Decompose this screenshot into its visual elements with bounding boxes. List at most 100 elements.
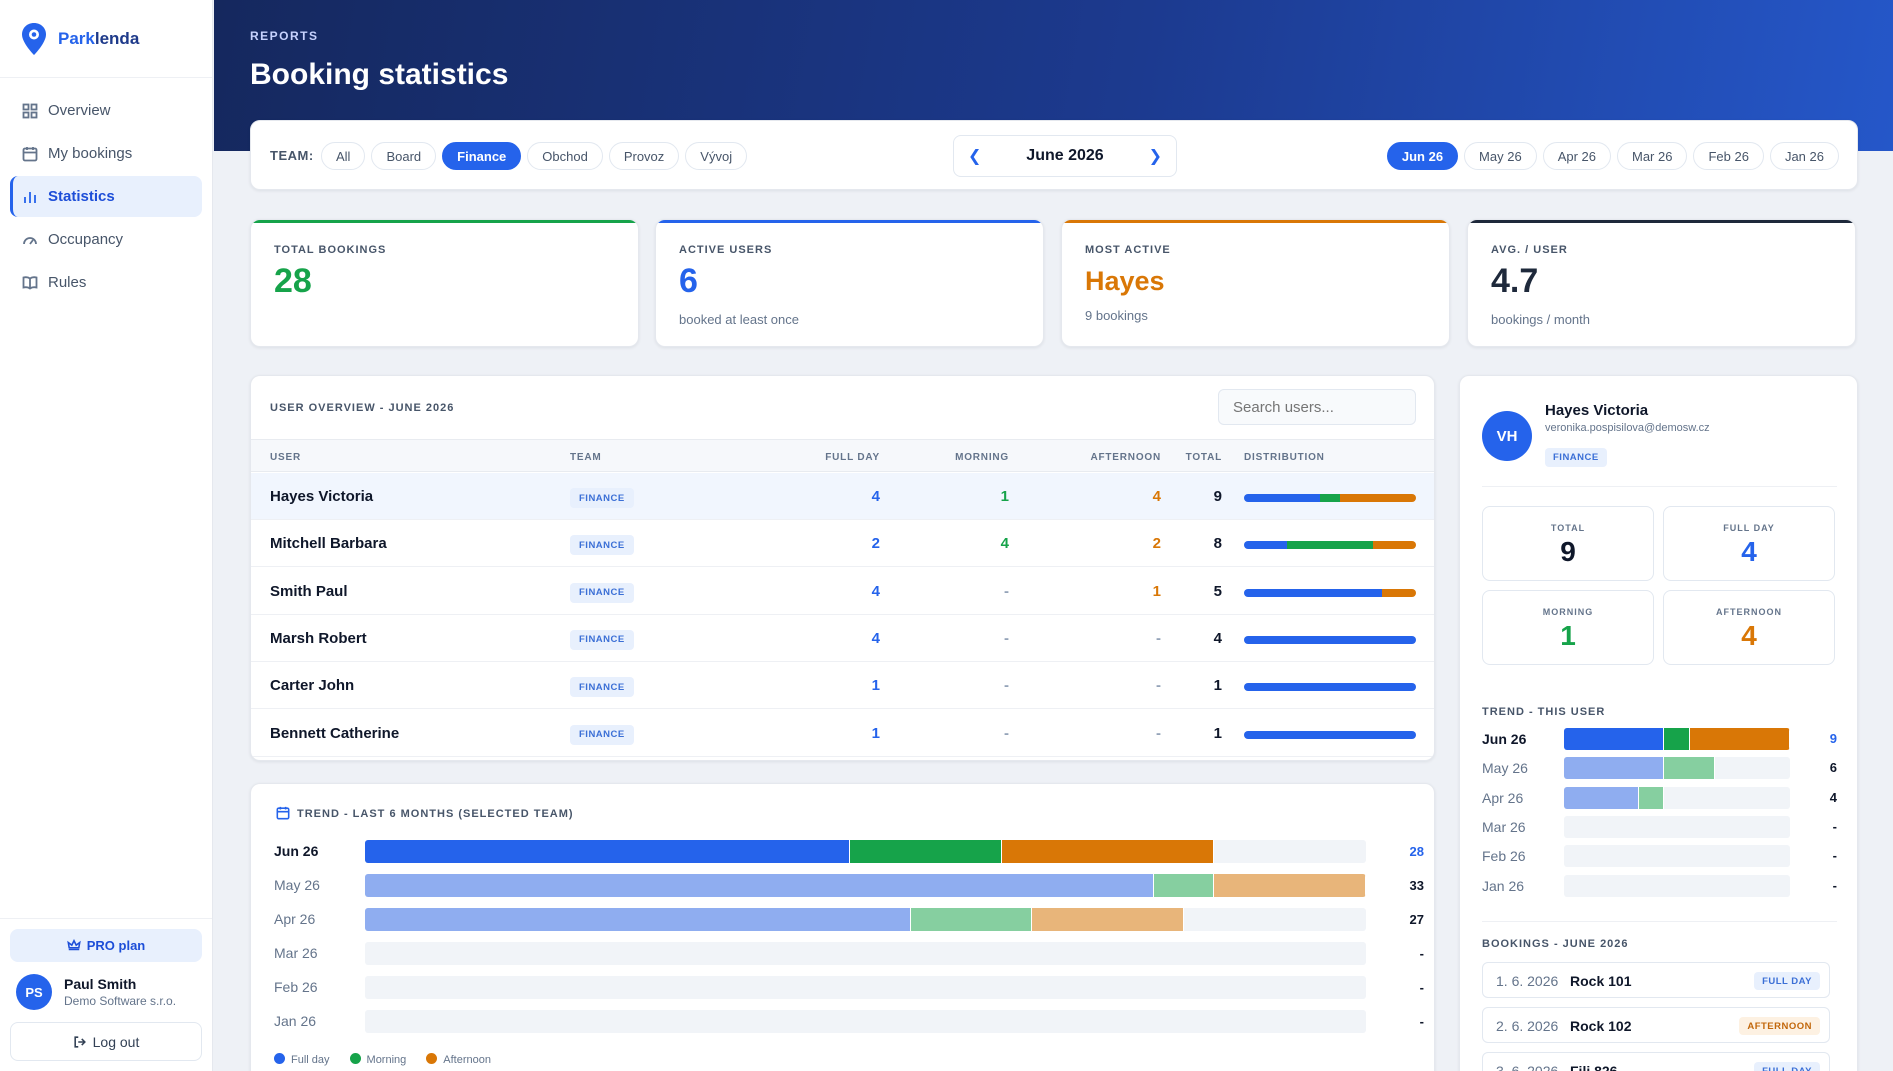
full-day-count: 2: [871, 535, 880, 553]
col-total[interactable]: TOTAL: [1185, 452, 1222, 463]
nav-label: Occupancy: [48, 231, 124, 248]
trend-segment-morning: [1664, 757, 1715, 780]
table-row[interactable]: Mitchell Barbara FINANCE 2 4 2 8: [251, 520, 1434, 568]
sidebar: Parklenda Overview My bookings Statistic…: [0, 0, 213, 1071]
nav-item-my-bookings[interactable]: My bookings: [10, 133, 202, 174]
booking-item[interactable]: 3. 6. 2026 Fili 826 FULL DAY: [1482, 1052, 1830, 1071]
pro-plan-button[interactable]: PRO plan: [10, 929, 202, 962]
trend-row: Jan 26 -: [274, 1010, 1424, 1033]
total-count: 4: [1213, 629, 1222, 647]
chevron-right-icon[interactable]: ❯: [1148, 148, 1162, 165]
current-user: PS Paul Smith Demo Software s.r.o.: [10, 974, 202, 1010]
team-badge: FINANCE: [570, 724, 634, 745]
booking-type-badge: FULL DAY: [1754, 1062, 1820, 1071]
team-badge: FINANCE: [570, 488, 634, 508]
user-trend-row: Feb 26 -: [1482, 845, 1837, 868]
team-pill[interactable]: Vývoj: [685, 142, 748, 170]
col-team[interactable]: TEAM: [570, 452, 602, 463]
trend-total: 27: [1409, 912, 1424, 927]
trend-total: 9: [1829, 731, 1837, 746]
trend-bar: [365, 976, 1366, 999]
trend-month-label: Feb 26: [274, 979, 318, 995]
morning-count: -: [1004, 582, 1009, 600]
month-pill[interactable]: Jun 26: [1386, 142, 1459, 170]
team-pill[interactable]: Board: [371, 142, 437, 170]
month-pill[interactable]: Feb 26: [1693, 142, 1764, 170]
trend-row: May 26 33: [274, 874, 1424, 897]
table-row[interactable]: Marsh Robert FINANCE 4 - - 4: [251, 615, 1434, 662]
month-pill[interactable]: May 26: [1464, 142, 1537, 170]
nav-item-rules[interactable]: Rules: [10, 262, 202, 303]
user-trend-row: May 26 6: [1482, 757, 1837, 780]
trend-month-label: Apr 26: [1482, 789, 1524, 806]
gauge-icon: [23, 236, 37, 245]
trend-total: -: [1832, 877, 1837, 893]
trend-bar: [1564, 845, 1790, 868]
booking-item[interactable]: 2. 6. 2026 Rock 102 AFTERNOON: [1482, 1007, 1830, 1043]
search-users-input[interactable]: [1218, 389, 1416, 425]
col-morning[interactable]: MORNING: [955, 452, 1009, 463]
stat-most-active: MOST ACTIVE Hayes 9 bookings: [1061, 219, 1450, 347]
table-row[interactable]: Hayes Victoria FINANCE 4 1 4 9: [251, 473, 1434, 520]
col-user[interactable]: USER: [270, 452, 301, 463]
table-row[interactable]: Smith Paul FINANCE 4 - 1 5: [251, 568, 1434, 615]
user-name: Marsh Robert: [270, 629, 367, 647]
afternoon-count: 4: [1152, 488, 1161, 505]
logo[interactable]: Parklenda: [0, 0, 212, 78]
month-pill[interactable]: Mar 26: [1617, 142, 1688, 170]
section-title: TREND - THIS USER: [1482, 706, 1606, 718]
booking-spot: Fili 826: [1570, 1063, 1618, 1071]
trend-month-label: Jun 26: [1482, 731, 1527, 747]
nav-item-overview[interactable]: Overview: [10, 90, 202, 131]
team-pill[interactable]: All: [321, 142, 366, 170]
col-afternoon[interactable]: AFTERNOON: [1090, 452, 1161, 463]
user-trend-row: Mar 26 -: [1482, 815, 1837, 838]
table-row[interactable]: Carter John FINANCE 1 - - 1: [251, 662, 1434, 710]
chart-legend: Full day Morning Afternoon: [274, 1053, 491, 1066]
stat-label: ACTIVE USERS: [679, 244, 773, 256]
month-pill[interactable]: Jan 26: [1769, 142, 1839, 170]
morning-count: 1: [1000, 488, 1009, 505]
nav-item-statistics[interactable]: Statistics: [10, 176, 202, 217]
nav-label: My bookings: [48, 145, 133, 162]
team-pill[interactable]: Finance: [442, 142, 522, 170]
month-pill[interactable]: Apr 26: [1542, 142, 1611, 170]
distribution-bar: [1244, 683, 1416, 692]
trend-row: Jun 26 28: [274, 840, 1424, 863]
chevron-left-icon[interactable]: ❮: [968, 148, 982, 165]
logout-button[interactable]: Log out: [10, 1022, 202, 1061]
distribution-segment-full-day: [1244, 588, 1382, 597]
team-label: TEAM:: [270, 148, 314, 163]
trend-segment-afternoon: [1689, 728, 1790, 750]
team-badge: FINANCE: [1545, 448, 1607, 467]
team-pill[interactable]: Obchod: [527, 142, 603, 170]
team-pill[interactable]: Provoz: [608, 142, 680, 170]
section-title: TREND - LAST 6 MONTHS (SELECTED TEAM): [297, 808, 574, 820]
team-filter: All Board Finance Obchod Provoz Vývoj: [321, 142, 748, 170]
stat-total-bookings: TOTAL BOOKINGS 28: [250, 219, 639, 347]
nav-item-occupancy[interactable]: Occupancy: [10, 219, 202, 260]
bar-chart-icon: [24, 191, 36, 203]
trend-segment-full-day: [365, 908, 911, 931]
trend-month-label: May 26: [274, 877, 320, 893]
trend-segment-morning: [850, 840, 1002, 863]
pin-logo-icon: [20, 22, 48, 56]
user-name: Smith Paul: [270, 582, 348, 600]
trend-total: 4: [1829, 789, 1837, 805]
distribution-segment-full-day: [1244, 730, 1416, 739]
stat-value: 28: [274, 262, 312, 300]
booking-item[interactable]: 1. 6. 2026 Rock 101 FULL DAY: [1482, 962, 1830, 998]
afternoon-count: -: [1156, 724, 1161, 742]
morning-count: -: [1004, 724, 1009, 742]
team-trend-chart: TREND - LAST 6 MONTHS (SELECTED TEAM) Ju…: [250, 783, 1435, 1071]
stat-value: Hayes: [1085, 266, 1165, 296]
month-navigator: ❮ June 2026 ❯: [953, 135, 1177, 177]
stat-label: TOTAL BOOKINGS: [274, 244, 387, 256]
full-day-count: 1: [871, 677, 880, 695]
section-title: USER OVERVIEW - JUNE 2026: [270, 402, 455, 414]
table-row[interactable]: Bennett Catherine FINANCE 1 - - 1: [251, 710, 1434, 757]
stat-value: 6: [679, 262, 698, 300]
detail-user-name: Hayes Victoria: [1545, 402, 1649, 419]
trend-segment-full-day: [1564, 757, 1665, 780]
col-full-day[interactable]: FULL DAY: [825, 452, 880, 463]
